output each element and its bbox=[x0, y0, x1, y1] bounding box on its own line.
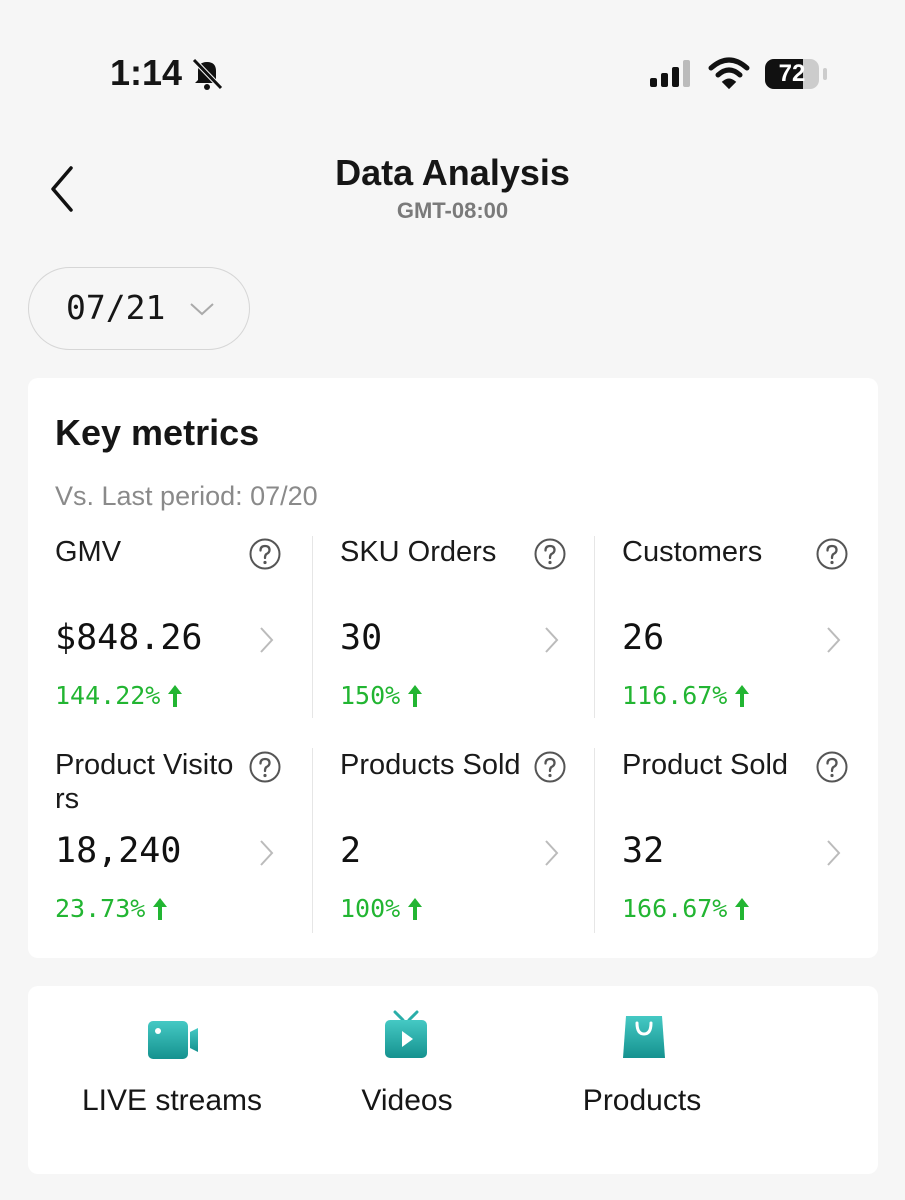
metric-cell[interactable]: SKU Orders 30 150% bbox=[340, 535, 590, 725]
change-value: 100% bbox=[340, 894, 401, 923]
chevron bbox=[545, 840, 559, 866]
tab-label[interactable]: LIVE streams bbox=[81, 1084, 263, 1117]
date-picker[interactable]: 07/21 bbox=[28, 267, 250, 350]
metric-cell[interactable]: Products Sold 2 100% bbox=[340, 748, 590, 938]
help-icon bbox=[249, 538, 281, 570]
comparison: Vs. Last period: 07/20 bbox=[55, 481, 318, 511]
chevron bbox=[260, 840, 274, 866]
page-title: Data Analysis bbox=[335, 152, 570, 193]
up-arrow bbox=[168, 685, 183, 707]
back-button[interactable] bbox=[44, 164, 80, 214]
change-value: 166.67% bbox=[622, 894, 728, 923]
metric-name: Product Visitors bbox=[55, 749, 234, 815]
battery-level: 72 bbox=[778, 60, 806, 87]
metric-name: GMV bbox=[55, 536, 122, 568]
battery-cap bbox=[823, 68, 827, 80]
tab-label[interactable]: Videos bbox=[361, 1084, 453, 1117]
up-arrow bbox=[408, 898, 423, 920]
divider bbox=[312, 748, 313, 933]
metric-value: 26 bbox=[622, 618, 665, 658]
metric-value: 32 bbox=[622, 831, 665, 871]
tabs-card: LIVE streams Videos Products bbox=[28, 986, 878, 1174]
metric-cell[interactable]: Product Visitors 18,240 23.73% bbox=[55, 748, 305, 938]
metric-cell[interactable]: GMV $848.26 144.22% bbox=[55, 535, 305, 725]
card-title: Key metrics bbox=[55, 412, 260, 453]
videos-icon[interactable] bbox=[383, 1010, 429, 1060]
metric-value: 18,240 bbox=[55, 831, 182, 871]
metric-value: $848.26 bbox=[55, 618, 203, 658]
metric-change: 150% bbox=[340, 681, 424, 711]
metric-change: 100% bbox=[340, 894, 424, 924]
timezone: GMT-08:00 bbox=[396, 198, 509, 223]
chevron bbox=[827, 627, 841, 653]
date-value: 07/21 bbox=[66, 288, 166, 327]
metric-name: Customers bbox=[622, 536, 763, 568]
help-icon bbox=[534, 751, 566, 783]
metric-value: 30 bbox=[340, 618, 383, 658]
metric-change: 116.67% bbox=[622, 681, 751, 711]
metric-change: 166.67% bbox=[622, 894, 751, 924]
metric-cell[interactable]: Product Sold 32 166.67% bbox=[622, 748, 872, 938]
dropdown-chevron bbox=[190, 303, 214, 316]
metric-value: 2 bbox=[340, 831, 362, 871]
mute-icon bbox=[192, 58, 223, 90]
change-value: 23.73% bbox=[55, 894, 146, 923]
help-icon bbox=[534, 538, 566, 570]
live-icon[interactable] bbox=[146, 1016, 202, 1062]
up-arrow bbox=[735, 898, 750, 920]
up-arrow bbox=[735, 685, 750, 707]
up-arrow bbox=[408, 685, 423, 707]
change-value: 150% bbox=[340, 681, 401, 710]
help-icon bbox=[816, 751, 848, 783]
tab-label[interactable]: Products bbox=[582, 1084, 702, 1117]
divider bbox=[312, 536, 313, 718]
chevron bbox=[260, 627, 274, 653]
metric-change: 23.73% bbox=[55, 894, 169, 924]
status-time: 1:14 bbox=[110, 52, 183, 93]
metric-name: SKU Orders bbox=[340, 536, 497, 568]
divider bbox=[594, 748, 595, 933]
metric-change: 144.22% bbox=[55, 681, 184, 711]
wifi-icon bbox=[708, 57, 750, 90]
metric-cell[interactable]: Customers 26 116.67% bbox=[622, 535, 872, 725]
chevron bbox=[545, 627, 559, 653]
battery-icon bbox=[765, 59, 819, 89]
metric-name: Products Sold bbox=[340, 749, 521, 781]
metric-name: Product Sold bbox=[622, 749, 789, 781]
help-icon bbox=[816, 538, 848, 570]
change-value: 116.67% bbox=[622, 681, 728, 710]
divider bbox=[594, 536, 595, 718]
change-value: 144.22% bbox=[55, 681, 161, 710]
help-icon bbox=[249, 751, 281, 783]
up-arrow bbox=[153, 898, 168, 920]
key-metrics-card: Key metrics Vs. Last period: 07/20 GMV $8… bbox=[28, 378, 878, 958]
products-icon[interactable] bbox=[620, 1012, 668, 1062]
chevron bbox=[827, 840, 841, 866]
signal-icon bbox=[650, 60, 690, 87]
